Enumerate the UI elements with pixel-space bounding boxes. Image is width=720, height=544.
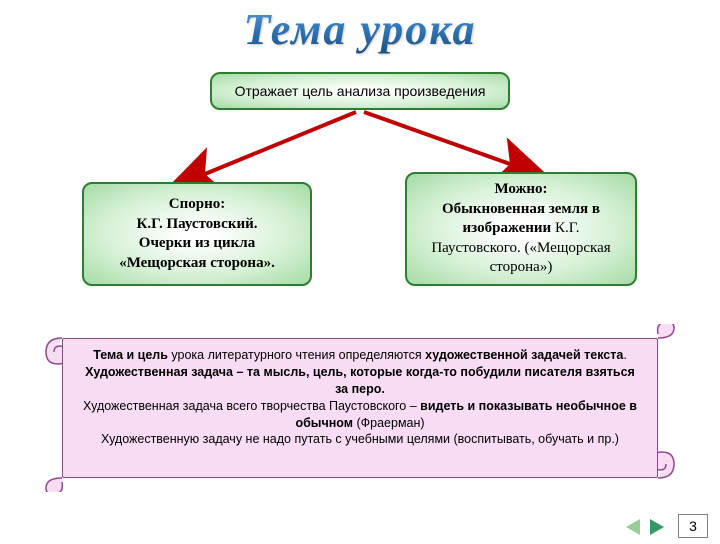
left-heading: Спорно:	[169, 196, 225, 212]
s-r2: Художественная задача – та мысль, цель, …	[85, 365, 635, 396]
nav-arrows	[622, 516, 668, 538]
scroll-text: Тема и цель урока литературного чтения о…	[77, 347, 643, 448]
s-r3c: (Фраерман)	[353, 416, 425, 430]
next-icon[interactable]	[646, 516, 668, 538]
slide-title: Тема урока	[0, 4, 720, 55]
s-r1a: Тема и цель	[93, 348, 168, 362]
page-number-box: 3	[678, 514, 708, 538]
s-r4: Художественную задачу не надо путать с у…	[101, 432, 619, 446]
scroll-panel: Тема и цель урока литературного чтения о…	[40, 324, 680, 492]
left-box-content: Спорно: К.Г. Паустовский. Очерки из цикл…	[119, 195, 275, 273]
top-box: Отражает цель анализа произведения	[210, 72, 510, 110]
scroll-body: Тема и цель урока литературного чтения о…	[62, 338, 658, 478]
left-l4: «Мещорская сторона».	[119, 255, 275, 271]
prev-icon[interactable]	[622, 516, 644, 538]
s-r1b: урока литературного чтения определяются	[168, 348, 425, 362]
right-heading: Можно:	[494, 181, 547, 197]
right-box-content: Можно: Обыкновенная земля в изображении …	[417, 180, 625, 278]
left-l2: К.Г. Паустовский.	[137, 216, 258, 232]
right-box: Можно: Обыкновенная земля в изображении …	[405, 172, 637, 286]
page-number: 3	[689, 518, 697, 534]
s-r3a: Художественная задача всего творчества П…	[83, 399, 420, 413]
left-l3: Очерки из цикла	[139, 235, 255, 251]
top-box-text: Отражает цель анализа произведения	[235, 82, 486, 100]
s-r1c: художественной задачей текста	[425, 348, 623, 362]
left-box: Спорно: К.Г. Паустовский. Очерки из цикл…	[82, 182, 312, 286]
